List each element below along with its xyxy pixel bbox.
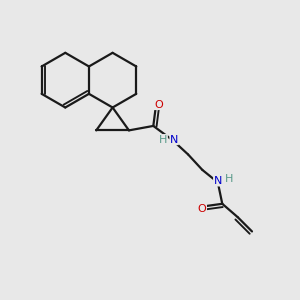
Text: N: N <box>170 135 178 145</box>
Text: O: O <box>198 204 206 214</box>
Text: H: H <box>225 174 233 184</box>
Text: N: N <box>214 176 222 186</box>
Text: O: O <box>154 100 163 110</box>
Text: H: H <box>159 135 167 145</box>
